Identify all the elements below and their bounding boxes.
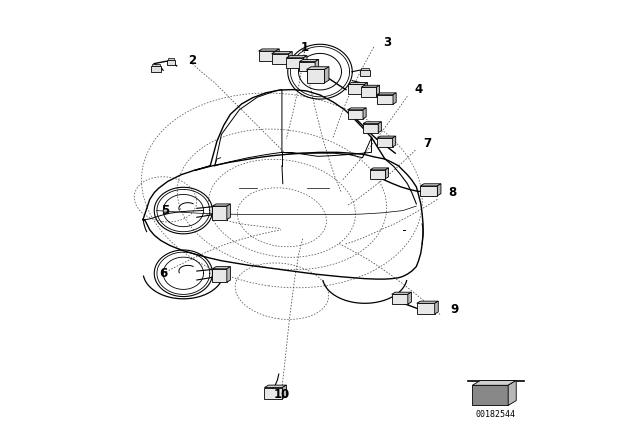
Text: 1: 1 <box>300 40 308 54</box>
FancyBboxPatch shape <box>348 84 364 94</box>
Polygon shape <box>363 122 381 124</box>
FancyBboxPatch shape <box>370 170 385 179</box>
Polygon shape <box>276 49 279 61</box>
Polygon shape <box>282 385 287 399</box>
Polygon shape <box>385 168 388 179</box>
Text: 3: 3 <box>383 36 391 49</box>
Bar <box>150 66 161 72</box>
FancyBboxPatch shape <box>472 385 508 405</box>
FancyBboxPatch shape <box>363 124 378 133</box>
FancyBboxPatch shape <box>307 71 323 81</box>
FancyBboxPatch shape <box>264 388 282 399</box>
Polygon shape <box>307 67 329 69</box>
Polygon shape <box>364 82 367 94</box>
Polygon shape <box>259 49 279 51</box>
FancyBboxPatch shape <box>271 54 289 64</box>
Polygon shape <box>315 60 319 71</box>
Polygon shape <box>392 136 396 147</box>
FancyBboxPatch shape <box>417 303 435 314</box>
Polygon shape <box>393 93 396 104</box>
Text: 00182544: 00182544 <box>476 410 516 419</box>
Text: 4: 4 <box>415 83 422 96</box>
Polygon shape <box>227 267 230 282</box>
Polygon shape <box>361 85 380 87</box>
Polygon shape <box>377 93 396 95</box>
Polygon shape <box>376 85 380 97</box>
FancyBboxPatch shape <box>300 61 315 71</box>
Polygon shape <box>363 108 366 119</box>
Polygon shape <box>437 184 441 196</box>
Polygon shape <box>417 301 438 303</box>
Polygon shape <box>348 82 367 84</box>
Text: 5: 5 <box>161 204 170 217</box>
Bar <box>360 70 370 76</box>
FancyBboxPatch shape <box>212 206 227 220</box>
Polygon shape <box>370 168 388 170</box>
FancyBboxPatch shape <box>307 69 324 83</box>
FancyBboxPatch shape <box>392 294 408 304</box>
FancyBboxPatch shape <box>259 51 276 61</box>
FancyBboxPatch shape <box>420 186 437 196</box>
Polygon shape <box>212 267 230 269</box>
Text: 2: 2 <box>188 54 196 67</box>
Polygon shape <box>212 204 230 206</box>
Polygon shape <box>472 380 516 385</box>
Bar <box>152 64 159 66</box>
Bar <box>168 58 174 60</box>
Polygon shape <box>287 56 307 58</box>
Text: 10: 10 <box>274 388 290 401</box>
FancyBboxPatch shape <box>361 87 376 97</box>
Bar <box>361 68 369 70</box>
Polygon shape <box>378 136 396 138</box>
Polygon shape <box>271 52 292 54</box>
FancyBboxPatch shape <box>287 58 303 68</box>
Text: 8: 8 <box>448 186 456 199</box>
Polygon shape <box>348 108 366 110</box>
Text: 9: 9 <box>451 302 458 316</box>
Polygon shape <box>289 52 292 64</box>
Polygon shape <box>307 69 326 71</box>
Polygon shape <box>323 69 326 81</box>
Text: 6: 6 <box>159 267 167 280</box>
Polygon shape <box>264 385 287 388</box>
Polygon shape <box>300 60 319 61</box>
Polygon shape <box>227 204 230 220</box>
Polygon shape <box>408 292 412 304</box>
Polygon shape <box>324 67 329 83</box>
FancyBboxPatch shape <box>212 269 227 282</box>
Text: 7: 7 <box>424 137 431 150</box>
Polygon shape <box>392 292 412 294</box>
Bar <box>167 60 175 65</box>
Polygon shape <box>420 184 441 186</box>
FancyBboxPatch shape <box>377 95 393 104</box>
FancyBboxPatch shape <box>378 138 392 147</box>
FancyBboxPatch shape <box>348 110 363 119</box>
Polygon shape <box>378 122 381 133</box>
Polygon shape <box>508 380 516 405</box>
Polygon shape <box>303 56 307 68</box>
Polygon shape <box>435 301 438 314</box>
